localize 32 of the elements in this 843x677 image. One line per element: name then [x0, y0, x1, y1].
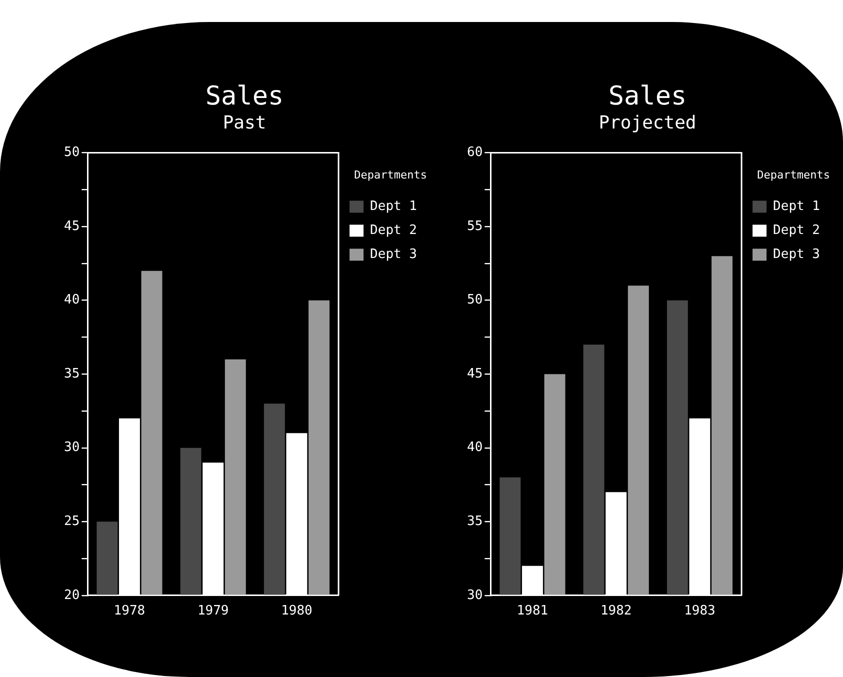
y-tick-label: 50: [466, 292, 483, 308]
x-tick-label: 1979: [197, 604, 229, 619]
x-tick-label: 1983: [684, 604, 716, 619]
y-tick-label: 35: [64, 366, 80, 382]
y-tick-label: 20: [64, 588, 80, 603]
y-tick-label: 45: [466, 366, 483, 382]
y-tick-label: 35: [466, 514, 483, 530]
y-tick-label: 40: [64, 292, 80, 308]
y-tick-label: 30: [64, 440, 80, 456]
y-tick-label: 45: [64, 218, 80, 234]
chart-title: Sales: [205, 81, 284, 112]
legend-label: Dept 2: [370, 223, 418, 238]
chart-title: Sales: [608, 81, 687, 112]
x-tick-label: 1982: [600, 604, 632, 619]
y-tick-label: 25: [64, 514, 80, 530]
y-tick-label: 55: [466, 218, 483, 234]
chart-subtitle: Projected: [598, 112, 696, 134]
legend-label: Dept 2: [773, 223, 820, 238]
x-tick-label: 1981: [516, 604, 548, 619]
legend-title: Departments: [354, 168, 427, 182]
legend-title: Departments: [757, 168, 830, 182]
chart-subtitle: Past: [222, 112, 266, 134]
x-tick-label: 1978: [114, 604, 146, 619]
legend-label: Dept 1: [773, 199, 820, 214]
y-tick-label: 40: [466, 440, 483, 456]
y-tick-label: 50: [64, 145, 80, 160]
y-tick-label: 60: [466, 145, 483, 160]
legend-label: Dept 3: [370, 247, 418, 262]
legend-label: Dept 3: [773, 247, 820, 262]
y-tick-label: 30: [466, 588, 483, 603]
legend-label: Dept 1: [370, 199, 418, 214]
x-tick-label: 1980: [281, 604, 312, 619]
